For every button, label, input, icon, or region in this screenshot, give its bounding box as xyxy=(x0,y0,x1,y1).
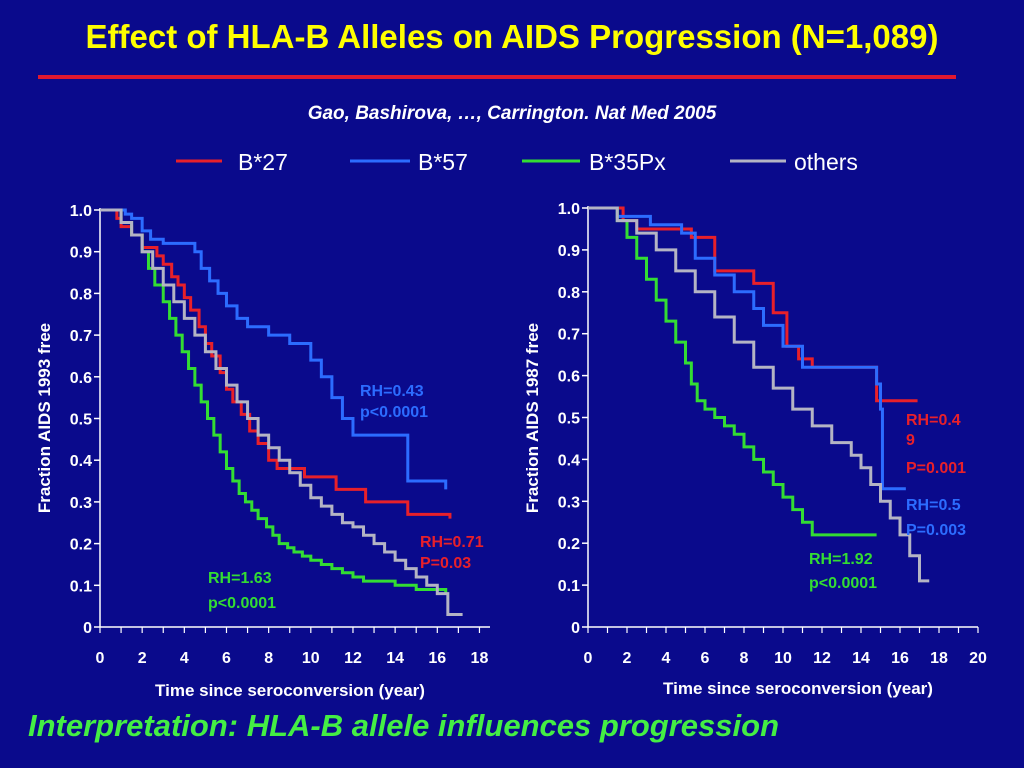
x-tick-label: 12 xyxy=(813,650,831,667)
x-tick-label: 14 xyxy=(852,650,870,667)
x-tick-label: 0 xyxy=(96,650,105,667)
x-tick-label: 16 xyxy=(428,650,446,667)
y-tick-label: 0.1 xyxy=(70,578,92,595)
chart-legend: B*27 B*57 B*35Px others xyxy=(176,149,858,175)
legend-label-others: others xyxy=(794,149,858,175)
y-tick-label: 0.6 xyxy=(70,370,92,387)
annotation: P=0.03 xyxy=(420,555,471,572)
x-tick-label: 16 xyxy=(891,650,909,667)
x-tick-label: 4 xyxy=(180,650,189,667)
x-tick-label: 6 xyxy=(701,650,710,667)
y-tick-label: 0.9 xyxy=(70,245,92,262)
x-tick-label: 20 xyxy=(969,650,987,667)
y-tick-label: 0.9 xyxy=(558,243,580,260)
y-tick-label: 0.7 xyxy=(558,327,580,344)
annotation: RH=0.43 xyxy=(360,383,424,400)
annotation: RH=1.92 xyxy=(809,551,873,568)
annotation: p<0.0001 xyxy=(809,575,877,592)
y-tick-label: 1.0 xyxy=(70,203,92,220)
x-tick-label: 2 xyxy=(138,650,147,667)
y-tick-label: 0.1 xyxy=(558,578,580,595)
annotation: P=0.001 xyxy=(906,460,966,477)
y-tick-label: 0.4 xyxy=(70,453,92,470)
legend-label-b-57: B*57 xyxy=(418,149,468,175)
annotation: p<0.0001 xyxy=(208,595,276,612)
y-tick-label: 0.2 xyxy=(70,537,92,554)
y-tick-label: 0.3 xyxy=(558,494,580,511)
y-axis-label: Fraction AIDS 1993 free xyxy=(35,323,54,513)
y-tick-label: 0.8 xyxy=(70,286,92,303)
annotation: 9 xyxy=(906,432,915,449)
slide-title: Effect of HLA-B Alleles on AIDS Progress… xyxy=(85,18,939,55)
y-tick-label: 0.5 xyxy=(558,411,580,428)
series-line-b-35px xyxy=(588,206,877,537)
series-line-others xyxy=(588,206,930,583)
series-line-b-27 xyxy=(100,208,452,519)
legend-label-b-35px: B*35Px xyxy=(589,149,666,175)
y-tick-label: 0.3 xyxy=(70,495,92,512)
citation: Gao, Bashirova, …, Carrington. Nat Med 2… xyxy=(307,103,717,124)
x-tick-label: 8 xyxy=(740,650,749,667)
x-tick-label: 18 xyxy=(471,650,489,667)
interpretation-text: Interpretation: HLA-B allele influences … xyxy=(28,708,780,743)
annotation: RH=0.4 xyxy=(906,412,961,429)
y-tick-label: 0.8 xyxy=(558,285,580,302)
x-tick-label: 4 xyxy=(662,650,671,667)
series-line-b-35px xyxy=(100,208,448,594)
x-axis-label: Time since seroconversion (year) xyxy=(663,679,933,698)
x-tick-label: 14 xyxy=(386,650,404,667)
chart-aids-1987: 0 0.1 0.2 0.3 0.4 0.5 0.6 0.7 0.8 0.9 1.0 0 2 4 6 8 10 12… xyxy=(523,201,987,698)
series-line-b-57 xyxy=(588,206,906,491)
x-tick-label: 8 xyxy=(264,650,273,667)
y-tick-label: 0.7 xyxy=(70,328,92,345)
x-tick-label: 2 xyxy=(623,650,632,667)
title-underline xyxy=(38,75,956,79)
annotation: RH=1.63 xyxy=(208,570,272,587)
annotation: RH=0.71 xyxy=(420,534,484,551)
x-axis-label: Time since seroconversion (year) xyxy=(155,681,425,700)
legend-label-b-27: B*27 xyxy=(238,149,288,175)
y-tick-label: 0.4 xyxy=(558,452,580,469)
y-tick-label: 0 xyxy=(83,620,92,637)
y-axis-label: Fraction AIDS 1987 free xyxy=(523,323,542,513)
y-tick-label: 0.2 xyxy=(558,536,580,553)
x-tick-label: 10 xyxy=(302,650,320,667)
x-tick-label: 18 xyxy=(930,650,948,667)
y-tick-label: 0.5 xyxy=(70,412,92,429)
annotation: P=0.003 xyxy=(906,522,966,539)
y-tick-label: 0 xyxy=(571,620,580,637)
x-tick-label: 10 xyxy=(774,650,792,667)
x-tick-label: 12 xyxy=(344,650,362,667)
series-line-others xyxy=(100,208,463,616)
annotation: p<0.0001 xyxy=(360,404,428,421)
y-tick-label: 0.6 xyxy=(558,369,580,386)
x-tick-label: 6 xyxy=(222,650,231,667)
annotation: RH=0.5 xyxy=(906,497,961,514)
y-tick-label: 1.0 xyxy=(558,201,580,218)
x-tick-label: 0 xyxy=(584,650,593,667)
chart-aids-1993: 0 0.1 0.2 0.3 0.4 0.5 0.6 0.7 0.8 0.9 1.0 0 2 4 6 8 10 12… xyxy=(35,203,490,700)
series-line-b-57 xyxy=(100,208,448,490)
